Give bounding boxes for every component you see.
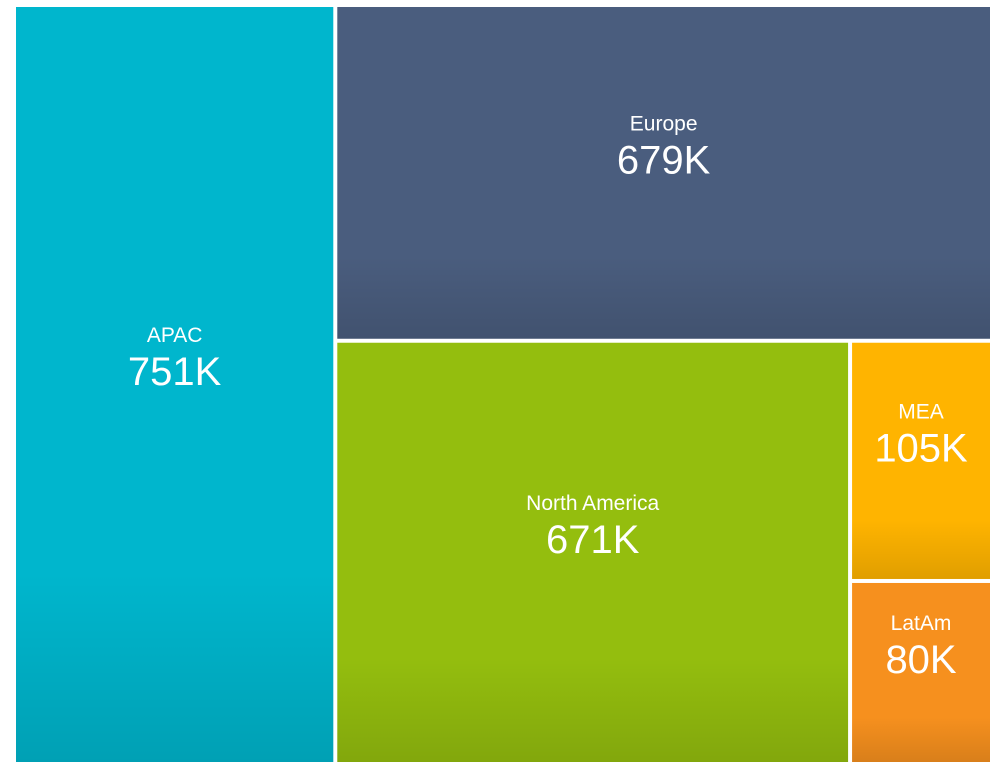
tile-label: Europe	[630, 112, 698, 135]
tile-shade	[337, 342, 849, 762]
tile-value: 671K	[546, 518, 640, 562]
tile-shade	[852, 582, 990, 762]
tile-shade	[16, 7, 334, 762]
tile-value: 105K	[874, 426, 968, 470]
tile-value: 751K	[128, 350, 222, 394]
tile-shade	[337, 7, 991, 339]
tile-label: North America	[526, 492, 659, 515]
tile-shade	[852, 342, 990, 579]
tile-label: APAC	[147, 324, 203, 347]
tile-label: LatAm	[891, 612, 952, 635]
tile-label: MEA	[898, 400, 944, 423]
tile-value: 80K	[885, 638, 956, 682]
tile-value: 679K	[617, 138, 711, 182]
